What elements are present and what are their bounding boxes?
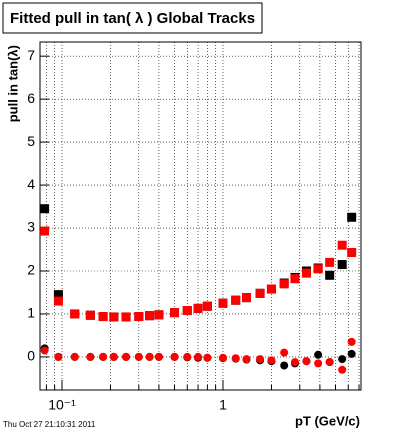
point	[325, 257, 335, 267]
y-tick-label: 0	[27, 348, 35, 364]
point	[266, 284, 276, 294]
point	[154, 352, 163, 361]
point	[337, 240, 347, 250]
point	[202, 301, 212, 311]
point	[194, 352, 203, 361]
point	[170, 308, 180, 318]
point	[183, 352, 192, 361]
point	[145, 352, 154, 361]
point	[325, 358, 334, 367]
point	[242, 355, 251, 364]
point	[182, 306, 192, 316]
point	[109, 352, 118, 361]
point	[40, 204, 50, 214]
point	[313, 264, 323, 274]
chart-title: Fitted pull in tan( λ ) Global Tracks	[10, 10, 255, 27]
point	[302, 357, 311, 366]
point	[218, 298, 228, 308]
point	[325, 270, 335, 280]
point	[290, 274, 300, 284]
point	[134, 312, 144, 322]
point	[255, 288, 265, 298]
point	[53, 290, 63, 300]
y-tick-label: 6	[27, 90, 35, 106]
point	[218, 353, 227, 362]
point	[70, 352, 79, 361]
point	[203, 353, 212, 362]
point	[280, 348, 289, 357]
point	[301, 268, 311, 278]
point	[347, 349, 356, 358]
point	[145, 311, 155, 321]
point	[290, 358, 299, 367]
point	[154, 310, 164, 320]
y-tick-label: 3	[27, 219, 35, 235]
y-tick-label: 1	[27, 305, 35, 321]
point	[347, 248, 357, 258]
x-tick-label: 1	[219, 397, 227, 413]
point	[134, 352, 143, 361]
point	[338, 365, 347, 374]
point	[256, 355, 265, 364]
point	[267, 356, 276, 365]
point	[54, 352, 63, 361]
y-tick-label: 7	[27, 47, 35, 63]
point	[231, 295, 241, 305]
x-tick-label: 10⁻¹	[48, 397, 76, 413]
point	[99, 352, 108, 361]
point	[85, 310, 95, 320]
point	[53, 296, 63, 306]
y-tick-label: 5	[27, 133, 35, 149]
y-tick-label: 2	[27, 262, 35, 278]
point	[314, 359, 323, 368]
point	[86, 352, 95, 361]
point	[109, 312, 119, 322]
point	[193, 303, 203, 313]
point	[347, 212, 357, 222]
point	[314, 350, 323, 359]
y-tick-label: 4	[27, 176, 35, 192]
point	[170, 352, 179, 361]
title-box	[2, 2, 263, 34]
point	[338, 355, 347, 364]
point	[70, 309, 80, 319]
point	[231, 354, 240, 363]
point	[347, 337, 356, 346]
point	[40, 346, 49, 355]
plot-frame	[39, 41, 362, 391]
point	[279, 279, 289, 289]
footer: Thu Oct 27 21:10:31 2011	[3, 420, 96, 429]
point	[337, 260, 347, 270]
point	[242, 293, 252, 303]
point	[40, 226, 50, 236]
point	[98, 312, 108, 322]
point	[122, 352, 131, 361]
y-axis-label: pull in tan(λ)	[5, 45, 20, 122]
point	[280, 361, 289, 370]
x-axis-label: pT (GeV/c)	[295, 413, 360, 428]
point	[121, 312, 131, 322]
